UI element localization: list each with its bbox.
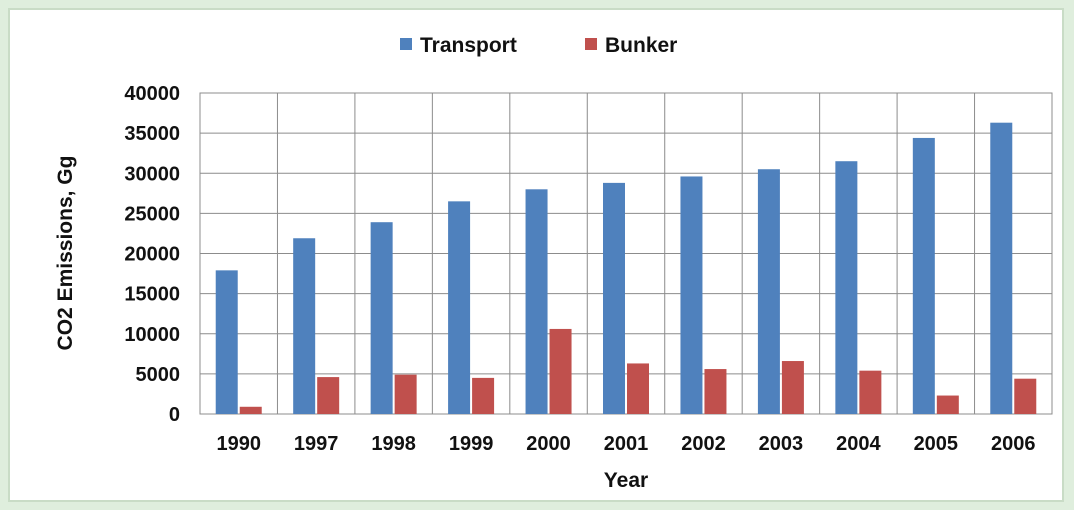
x-axis-title: Year xyxy=(604,469,648,492)
bar-transport-1998 xyxy=(370,222,393,414)
legend-swatch-bunker xyxy=(585,38,597,50)
x-tick-label: 1998 xyxy=(371,433,416,455)
y-tick-label: 10000 xyxy=(124,324,180,346)
bar-bunker-1997 xyxy=(317,377,340,414)
x-tick-label: 2003 xyxy=(759,433,804,455)
bar-transport-2003 xyxy=(757,169,780,414)
legend: Transport Bunker xyxy=(400,34,677,57)
x-tick-label: 1990 xyxy=(216,433,261,455)
y-tick-labels: 0 5000 10000 15000 20000 25000 30000 35000 40000 xyxy=(124,83,180,426)
bar-transport-2001 xyxy=(603,182,625,414)
legend-label-bunker: Bunker xyxy=(605,34,677,57)
y-tick-label: 15000 xyxy=(124,284,180,306)
bar-transport-2005 xyxy=(912,137,935,414)
bar-transport-1990 xyxy=(215,270,238,414)
x-tick-label: 2002 xyxy=(681,433,726,455)
bar-transport-2002 xyxy=(680,176,703,414)
legend-label-transport: Transport xyxy=(420,34,517,57)
bar-bunker-2000 xyxy=(549,328,572,414)
y-tick-label: 40000 xyxy=(124,83,180,105)
y-tick-label: 30000 xyxy=(124,163,180,185)
bar-bunker-1999 xyxy=(472,377,495,414)
bar-bunker-2004 xyxy=(859,370,882,414)
y-tick-label: 25000 xyxy=(124,203,180,225)
x-tick-label: 1997 xyxy=(294,433,339,455)
bar-transport-1999 xyxy=(448,201,471,414)
bar-transport-1997 xyxy=(293,238,316,414)
x-tick-label: 2006 xyxy=(991,433,1036,455)
y-axis-title: CO2 Emissions, Gg xyxy=(54,156,77,351)
bar-bunker-1990 xyxy=(239,406,262,414)
bar-transport-2006 xyxy=(990,122,1013,414)
bar-transport-2004 xyxy=(835,161,858,414)
x-tick-label: 2000 xyxy=(526,433,571,455)
bar-bunker-2003 xyxy=(781,361,804,414)
x-tick-label: 2004 xyxy=(836,433,881,455)
bar-bunker-1998 xyxy=(394,374,417,414)
bar-bunker-2001 xyxy=(627,363,649,414)
bar-transport-2000 xyxy=(525,189,548,414)
y-tick-label: 5000 xyxy=(136,364,181,386)
x-tick-label: 2005 xyxy=(914,433,959,455)
x-tick-labels: 1990 1997 1998 1999 2000 2001 2002 2003 2004 2005… xyxy=(216,433,1035,455)
y-tick-label: 0 xyxy=(169,404,180,426)
legend-swatch-transport xyxy=(400,38,412,50)
bar-bunker-2002 xyxy=(704,369,727,414)
y-tick-label: 35000 xyxy=(124,123,180,145)
gridlines xyxy=(199,92,1053,415)
bars xyxy=(215,122,1037,414)
bar-bunker-2006 xyxy=(1014,378,1037,414)
x-tick-label: 2001 xyxy=(604,433,649,455)
bar-bunker-2005 xyxy=(936,395,959,414)
x-tick-label: 1999 xyxy=(449,433,494,455)
y-tick-label: 20000 xyxy=(124,244,180,266)
